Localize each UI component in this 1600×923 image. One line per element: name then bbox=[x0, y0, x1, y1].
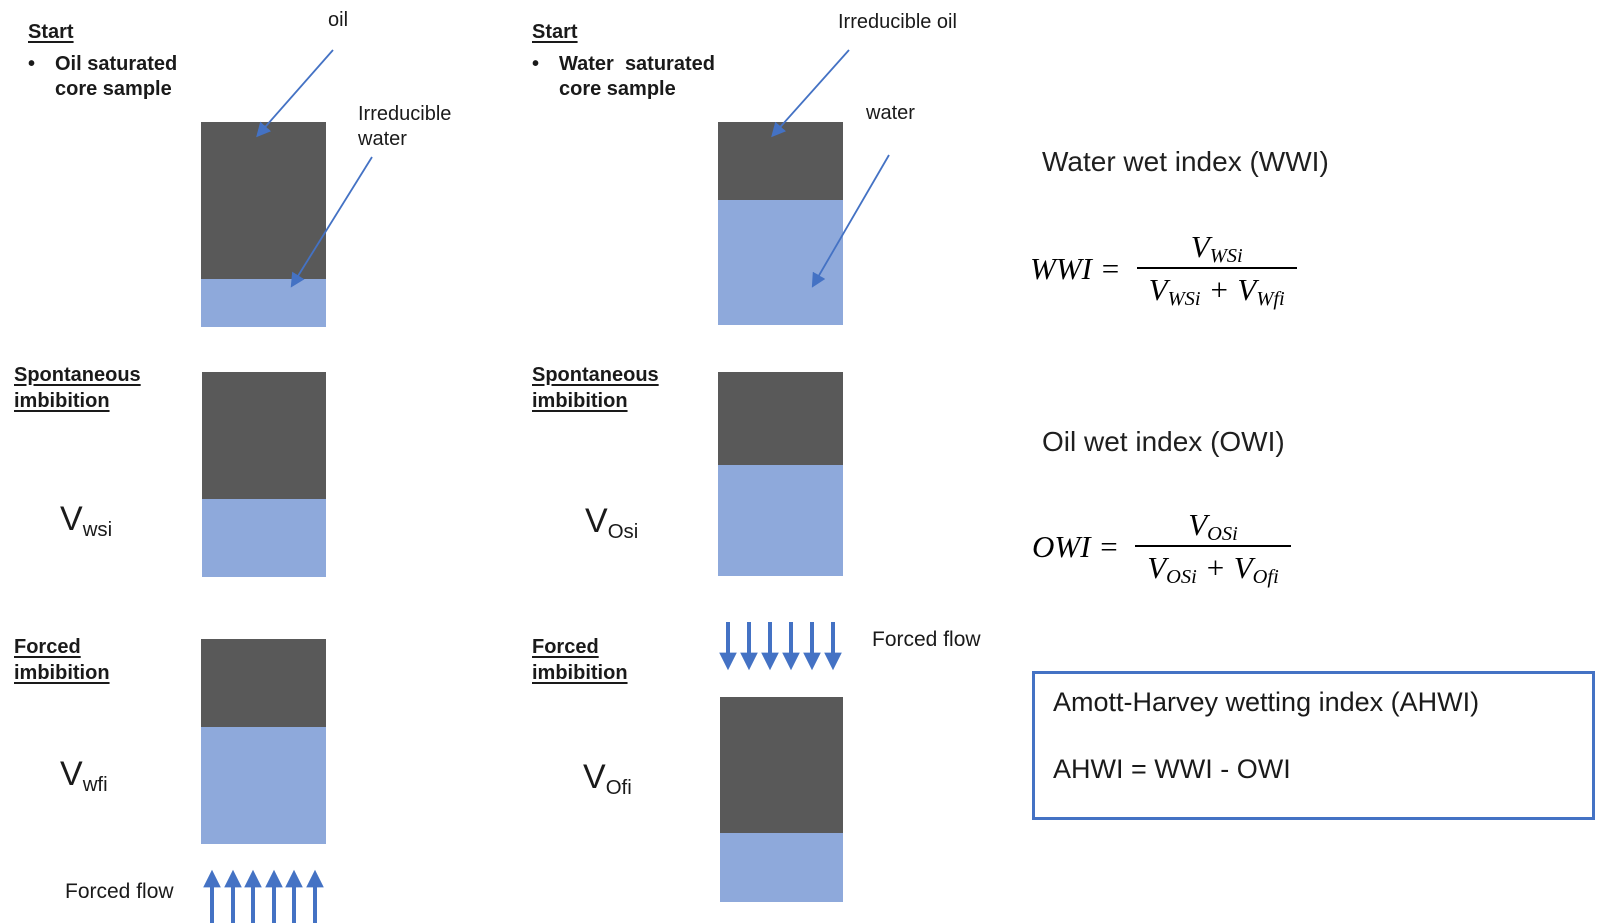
vwfi-label: Vwfi bbox=[60, 755, 108, 797]
owi-denominator: VOSi + VOfi bbox=[1135, 545, 1291, 588]
middle-forced-flow-label: Forced flow bbox=[872, 628, 981, 651]
core-sample-oil-forced bbox=[201, 639, 326, 844]
vofi-subscript: Ofi bbox=[605, 777, 632, 800]
wwi-numerator: VWSi bbox=[1190, 229, 1243, 268]
core-sample-oil-start bbox=[201, 122, 326, 327]
vofi-label: VOfi bbox=[583, 758, 632, 800]
forced-flow-up-arrows bbox=[203, 869, 324, 923]
oil-region bbox=[720, 697, 843, 834]
vwsi-label: Vwsi bbox=[60, 500, 113, 542]
water-start-title: Start bbox=[532, 21, 578, 43]
wwi-formula: WWI = VWSi VWSi + VWfi bbox=[1030, 229, 1297, 310]
water-start-bullet-text: Water saturated core sample bbox=[559, 52, 721, 100]
water-start-block: Start • Water saturated core sample bbox=[532, 20, 747, 102]
left-forced-flow-label: Forced flow bbox=[65, 880, 174, 903]
vosi-base: V bbox=[585, 502, 608, 540]
irreducible-water-label: Irreducible water bbox=[358, 103, 452, 150]
oil-pointer-label: oil bbox=[328, 9, 349, 31]
left-spontaneous-heading: Spontaneous imbibition bbox=[14, 364, 141, 412]
wwi-fraction: VWSi VWSi + VWfi bbox=[1136, 229, 1297, 310]
middle-forced-heading: Forced imbibition bbox=[532, 636, 628, 684]
vwfi-base: V bbox=[60, 755, 83, 793]
oil-start-bullet-row: • Oil saturated core sample bbox=[28, 52, 218, 102]
oil-start-bullet-text: Oil saturated core sample bbox=[55, 52, 183, 100]
owi-fraction: VOSi VOSi + VOfi bbox=[1135, 507, 1291, 588]
ahwi-box: Amott-Harvey wetting index (AHWI) AHWI =… bbox=[1032, 671, 1595, 820]
bullet-icon: • bbox=[28, 52, 36, 75]
water-region bbox=[202, 499, 326, 577]
oil-region bbox=[718, 372, 843, 465]
water-region bbox=[720, 833, 843, 902]
water-region bbox=[718, 200, 843, 325]
vofi-base: V bbox=[583, 758, 606, 796]
wwi-title: Water wet index (WWI) bbox=[1042, 146, 1329, 177]
ahwi-title: Amott-Harvey wetting index (AHWI) bbox=[1053, 687, 1480, 717]
irreducible-oil-label: Irreducible oil bbox=[838, 11, 957, 33]
left-forced-heading: Forced imbibition bbox=[14, 636, 110, 684]
oil-region bbox=[202, 372, 326, 500]
oil-region bbox=[718, 122, 843, 201]
water-pointer-label: water bbox=[866, 102, 915, 124]
bullet-icon: • bbox=[532, 52, 540, 75]
vwfi-subscript: wfi bbox=[82, 774, 108, 797]
owi-title: Oil wet index (OWI) bbox=[1042, 426, 1285, 457]
core-sample-water-spontaneous bbox=[718, 372, 843, 576]
core-sample-water-forced bbox=[720, 697, 843, 902]
middle-spontaneous-heading: Spontaneous imbibition bbox=[532, 364, 659, 412]
vwsi-subscript: wsi bbox=[82, 519, 113, 542]
oil-region bbox=[201, 122, 326, 279]
ahwi-equation: AHWI = WWI - OWI bbox=[1053, 754, 1291, 784]
water-region bbox=[718, 464, 843, 576]
vwsi-base: V bbox=[60, 500, 83, 538]
water-start-bullet-row: • Water saturated core sample bbox=[532, 52, 747, 102]
forced-flow-down-arrows bbox=[719, 622, 842, 671]
vosi-label: VOsi bbox=[585, 502, 639, 544]
oil-start-block: Start • Oil saturated core sample bbox=[28, 20, 218, 102]
wwi-lhs: WWI = bbox=[1030, 250, 1121, 286]
oil-start-title: Start bbox=[28, 21, 74, 43]
core-sample-oil-spontaneous bbox=[202, 372, 326, 577]
owi-numerator: VOSi bbox=[1188, 507, 1238, 546]
owi-lhs: OWI = bbox=[1032, 528, 1120, 564]
water-region bbox=[201, 278, 326, 327]
oil-region bbox=[201, 639, 326, 728]
vosi-subscript: Osi bbox=[607, 521, 639, 544]
core-sample-water-start bbox=[718, 122, 843, 325]
owi-formula: OWI = VOSi VOSi + VOfi bbox=[1032, 507, 1291, 588]
wwi-denominator: VWSi + VWfi bbox=[1136, 267, 1297, 310]
water-region bbox=[201, 727, 326, 844]
